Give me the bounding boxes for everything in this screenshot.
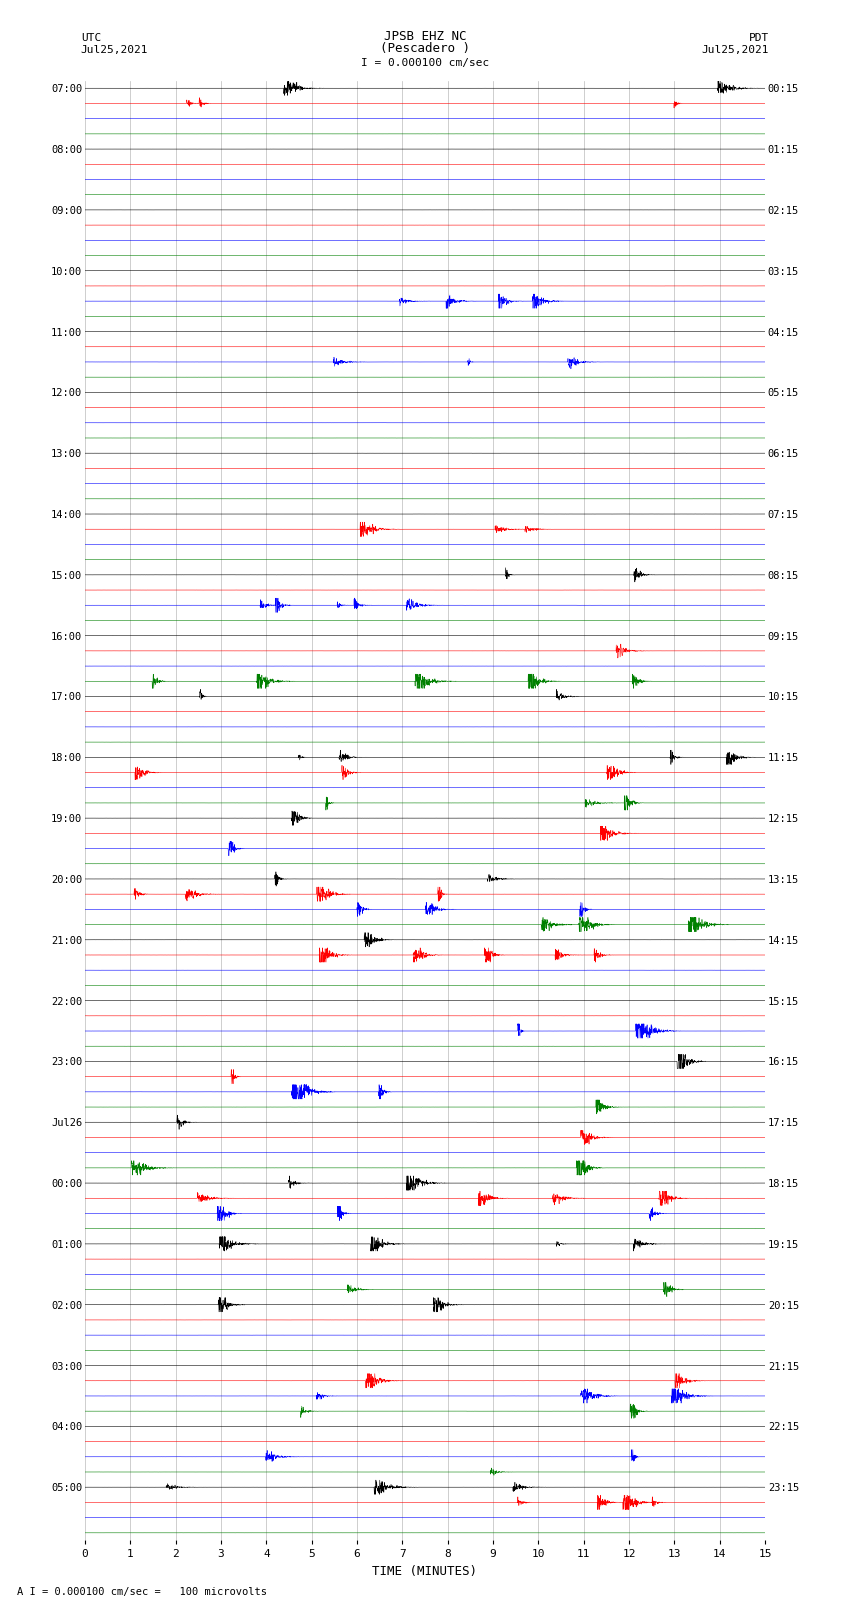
Text: (Pescadero ): (Pescadero )	[380, 42, 470, 55]
Text: Jul25,2021: Jul25,2021	[702, 45, 769, 55]
Text: A I = 0.000100 cm/sec =   100 microvolts: A I = 0.000100 cm/sec = 100 microvolts	[17, 1587, 267, 1597]
Text: Jul25,2021: Jul25,2021	[81, 45, 148, 55]
Text: I = 0.000100 cm/sec: I = 0.000100 cm/sec	[361, 58, 489, 68]
Text: JPSB EHZ NC: JPSB EHZ NC	[383, 29, 467, 44]
Text: PDT: PDT	[749, 32, 769, 44]
X-axis label: TIME (MINUTES): TIME (MINUTES)	[372, 1565, 478, 1578]
Text: UTC: UTC	[81, 32, 101, 44]
